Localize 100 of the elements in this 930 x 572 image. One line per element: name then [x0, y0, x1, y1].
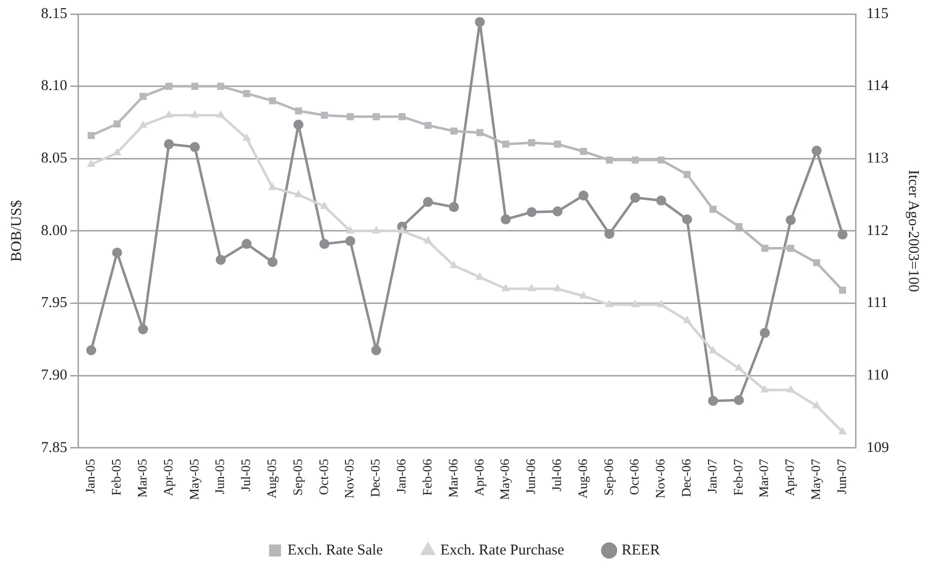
legend-label: REER — [622, 542, 660, 558]
point — [708, 346, 718, 354]
x-tick-label: Dec-06 — [678, 458, 694, 498]
x-tick-label: Oct-05 — [316, 458, 331, 495]
y-tick-label: 8.10 — [41, 78, 68, 94]
x-tick-label: May-06 — [497, 458, 512, 500]
point — [190, 142, 200, 152]
y-tick-label: 8.00 — [41, 222, 68, 239]
point — [552, 206, 563, 216]
point — [630, 300, 640, 308]
point — [268, 182, 277, 190]
point — [294, 107, 302, 114]
point — [424, 122, 432, 129]
x-tick-label: Nov-05 — [342, 458, 357, 499]
point — [734, 363, 744, 371]
x-tick-label: Jun-06 — [523, 458, 538, 494]
point — [604, 228, 614, 239]
point — [243, 90, 250, 98]
point — [372, 113, 380, 120]
x-tick-label: Oct-06 — [626, 458, 642, 495]
y2-tick-label: 115 — [866, 6, 888, 22]
x-tick-label: Apr-07 — [782, 458, 798, 496]
y2-tick-label: 110 — [866, 367, 888, 384]
point — [216, 110, 226, 118]
x-tick-label: Jan-06 — [394, 458, 409, 494]
y-axis-title: BOB/US$ — [8, 200, 25, 262]
legend-label: Exch. Rate Sale — [288, 542, 384, 558]
point — [734, 395, 744, 406]
y-tick-label: 8.05 — [41, 150, 68, 167]
point — [812, 146, 822, 156]
point — [682, 214, 692, 224]
point — [813, 259, 820, 266]
point — [423, 197, 434, 207]
point — [684, 170, 691, 178]
point — [269, 97, 276, 104]
x-tick-label: Jun-07 — [834, 458, 849, 494]
point — [838, 426, 847, 434]
point — [320, 201, 329, 209]
x-tick-label: Mar-06 — [445, 458, 460, 498]
point — [242, 238, 252, 249]
point — [760, 384, 770, 392]
x-tick-label: Jun-05 — [212, 458, 228, 494]
point — [812, 400, 821, 408]
point — [164, 139, 174, 150]
point — [708, 396, 718, 406]
point — [371, 345, 382, 356]
point — [216, 254, 226, 265]
y2-tick-label: 109 — [866, 440, 889, 456]
point — [838, 230, 848, 240]
y-tick-label: 8.15 — [41, 6, 68, 22]
point — [138, 324, 148, 334]
point — [476, 129, 484, 136]
point — [839, 286, 846, 294]
point — [527, 284, 536, 292]
x-tick-label: May-07 — [808, 458, 824, 500]
x-tick-label: Sep-05 — [290, 458, 305, 496]
point — [268, 257, 278, 268]
x-tick-label: Aug-06 — [574, 458, 590, 499]
y2-tick-label: 111 — [866, 295, 888, 312]
point — [112, 248, 122, 258]
point — [760, 328, 770, 338]
point — [786, 215, 796, 226]
x-tick-label: Jan-07 — [704, 458, 720, 494]
point — [398, 113, 406, 120]
y-tick-label: 7.85 — [41, 440, 68, 456]
x-tick-label: Jul-05 — [238, 458, 254, 492]
point — [632, 156, 639, 164]
point — [630, 192, 640, 203]
y2-tick-label: 113 — [866, 150, 888, 167]
point — [164, 110, 174, 118]
point — [528, 139, 536, 146]
x-tick-label: Aug-05 — [264, 458, 279, 499]
y-tick-label: 7.90 — [41, 367, 68, 384]
y2-tick-label: 112 — [866, 222, 888, 239]
point — [606, 156, 613, 164]
point — [114, 120, 121, 128]
point — [293, 120, 304, 130]
x-tick-label: Jan-05 — [82, 458, 98, 494]
x-tick-label: Dec-05 — [368, 458, 383, 498]
x-tick-label: Jul-06 — [548, 458, 564, 492]
point — [502, 140, 510, 148]
x-tick-label: Sep-06 — [600, 458, 616, 496]
x-tick-label: May-05 — [186, 458, 202, 500]
y-tick-label: 7.95 — [41, 295, 68, 312]
y2-axis-title: Itcer Ago-2003=100 — [905, 170, 922, 292]
point — [761, 244, 768, 252]
x-tick-label: Mar-05 — [134, 458, 150, 498]
point — [242, 133, 251, 141]
point — [553, 284, 562, 292]
point — [217, 82, 224, 90]
x-tick-label: Feb-06 — [419, 458, 434, 496]
legend-label: Exch. Rate Purchase — [440, 542, 564, 558]
point — [605, 300, 614, 308]
point — [501, 284, 510, 292]
point — [448, 202, 459, 212]
point — [320, 112, 328, 119]
point — [139, 92, 147, 100]
point — [500, 214, 511, 224]
point — [735, 223, 742, 230]
point — [346, 113, 354, 120]
